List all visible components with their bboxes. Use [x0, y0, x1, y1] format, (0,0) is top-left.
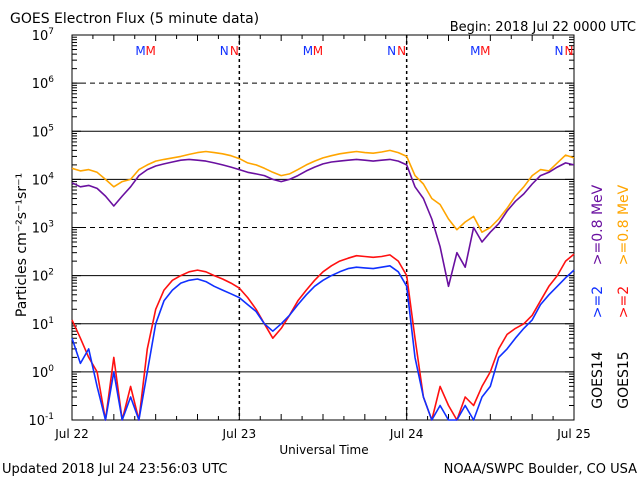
- marker-n: N: [220, 44, 229, 58]
- marker-n: N: [564, 44, 573, 58]
- y-tick-label: 107: [32, 27, 54, 44]
- series-line: [71, 253, 575, 421]
- y-tick-labels: 10-1 100 101 102 103 104 105 106 107: [28, 27, 54, 429]
- x-tick-label: Jul 24: [389, 427, 424, 441]
- y-tick-label: 101: [32, 316, 54, 333]
- series-line: [71, 264, 575, 421]
- y-tick-label: 10-1: [28, 412, 54, 429]
- marker-n: N: [554, 44, 563, 58]
- marker-m: M: [303, 44, 313, 58]
- label-goes14: GOES14: [590, 351, 606, 409]
- marker-m: M: [313, 44, 323, 58]
- axis-ticks: [71, 34, 575, 421]
- series-line: [71, 149, 575, 233]
- updated-time: Updated 2018 Jul 24 23:56:03 UTC: [2, 462, 227, 477]
- grid-lines: [72, 35, 574, 420]
- label-ge08-goes15: >=0.8 MeV: [616, 184, 632, 265]
- y-tick-label: 105: [32, 123, 54, 140]
- chart-title: GOES Electron Flux (5 minute data): [10, 11, 259, 27]
- data-series: [71, 149, 575, 421]
- marker-n: N: [397, 44, 406, 58]
- series-line: [71, 158, 575, 288]
- marker-m: M: [145, 44, 155, 58]
- y-tick-label: 103: [32, 220, 54, 237]
- label-ge2-goes14: >=2: [590, 286, 606, 318]
- x-tick-label: Jul 23: [222, 427, 257, 441]
- x-tick-label: Jul 25: [556, 427, 591, 441]
- marker-m: M: [135, 44, 145, 58]
- marker-n: N: [387, 44, 396, 58]
- y-tick-label: 102: [32, 268, 54, 285]
- y-tick-label: 100: [32, 364, 55, 381]
- x-tick-label: Jul 22: [54, 427, 89, 441]
- begin-time: Begin: 2018 Jul 22 0000 UTC: [450, 20, 636, 35]
- marker-n: N: [230, 44, 239, 58]
- marker-m: M: [470, 44, 480, 58]
- y-tick-label: 106: [32, 75, 55, 92]
- y-axis-title: Particles cm⁻²s⁻¹sr⁻¹: [14, 173, 30, 317]
- marker-m: M: [480, 44, 490, 58]
- x-axis-title: Universal Time: [279, 443, 368, 457]
- y-tick-label: 104: [32, 171, 55, 188]
- label-ge2-goes15: >=2: [616, 286, 632, 318]
- label-ge08-goes14: >=0.8 MeV: [590, 184, 606, 265]
- x-tick-labels: Jul 22 Jul 23 Jul 24 Jul 25: [54, 427, 591, 441]
- label-goes15: GOES15: [616, 351, 632, 408]
- credit: NOAA/SWPC Boulder, CO USA: [444, 462, 637, 477]
